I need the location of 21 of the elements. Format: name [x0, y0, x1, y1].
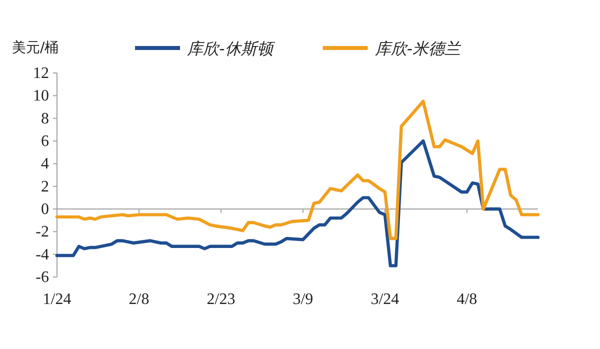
y-axis-title: 美元/桶	[12, 40, 59, 56]
x-tick-label: 1/24	[42, 291, 72, 308]
y-tick-label: 6	[41, 133, 49, 150]
x-tick-label: 3/24	[370, 291, 400, 308]
line-series	[55, 139, 540, 268]
y-tick-label: 0	[41, 201, 49, 218]
x-tick-label: 2/8	[128, 291, 150, 308]
y-tick-label: 4	[41, 156, 49, 173]
y-tick-label: -2	[36, 224, 49, 241]
y-tick-label: -4	[36, 246, 49, 264]
y-tick-label: 10	[33, 88, 49, 105]
y-tick-label: 2	[41, 178, 49, 196]
y-tick-label: -6	[36, 269, 49, 286]
legend-label: 库欣-休斯顿	[187, 39, 276, 58]
y-tick-label: 12	[33, 65, 49, 82]
line-series	[55, 100, 540, 240]
x-tick-label: 2/23	[206, 291, 236, 308]
x-tick-label: 3/9	[292, 291, 314, 308]
x-tick-label: 4/8	[456, 291, 478, 308]
y-tick-label: 8	[41, 110, 49, 128]
legend-label: 库欣-米德兰	[374, 39, 462, 58]
